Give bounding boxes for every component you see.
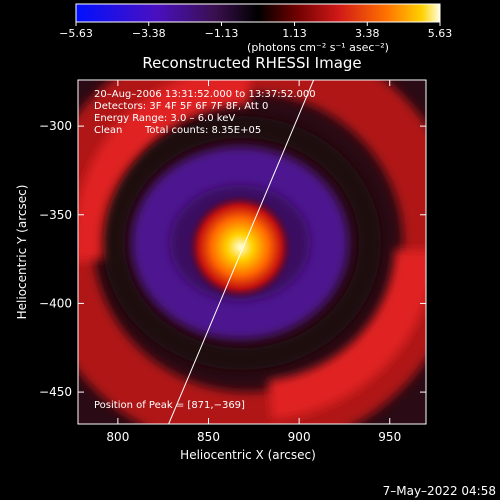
colorbar-tick-label: 1.13 bbox=[282, 27, 307, 40]
annotation-time-range: 20–Aug–2006 13:31:52.000 to 13:37:52.000 bbox=[94, 89, 316, 100]
x-axis-ticks: 800 850 900 950 bbox=[106, 80, 401, 444]
annotation-clean: Clean bbox=[94, 125, 122, 136]
annotation-detectors: Detectors: 3F 4F 5F 6F 7F 8F, Att 0 bbox=[94, 101, 268, 112]
x-tick-label: 950 bbox=[378, 430, 401, 444]
colorbar-tick-label: 5.63 bbox=[428, 27, 453, 40]
y-tick-label: −400 bbox=[39, 296, 72, 310]
colorbar bbox=[75, 3, 441, 23]
colorbar-ticks: −5.63 −3.38 −1.13 1.13 3.38 5.63 bbox=[59, 22, 452, 40]
y-axis-ticks: −300 −350 −400 −450 bbox=[39, 119, 426, 399]
colorbar-tick-label: 3.38 bbox=[355, 27, 380, 40]
y-tick-label: −450 bbox=[39, 385, 72, 399]
limb-line bbox=[168, 79, 315, 425]
y-axis-label: Heliocentric Y (arcsec) bbox=[15, 185, 29, 320]
x-axis-label: Heliocentric X (arcsec) bbox=[180, 448, 316, 462]
x-tick-label: 800 bbox=[106, 430, 129, 444]
colorbar-tick-label: −5.63 bbox=[59, 27, 93, 40]
colorbar-tick-label: −1.13 bbox=[205, 27, 239, 40]
chart-title: Reconstructed RHESSI Image bbox=[142, 54, 361, 72]
y-tick-label: −350 bbox=[39, 208, 72, 222]
colorbar-units: (photons cm⁻² s⁻¹ asec⁻²) bbox=[247, 41, 389, 54]
heatmap-image bbox=[78, 80, 426, 424]
annotation-peak-position: Position of Peak = [871,−369] bbox=[94, 400, 245, 411]
x-tick-label: 850 bbox=[197, 430, 220, 444]
x-tick-label: 900 bbox=[288, 430, 311, 444]
timestamp: 7–May–2022 04:58 bbox=[383, 484, 496, 498]
y-tick-label: −300 bbox=[39, 119, 72, 133]
colorbar-tick-label: −3.38 bbox=[132, 27, 166, 40]
annotation-total-counts: Total counts: 8.35E+05 bbox=[144, 125, 261, 136]
annotation-energy-range: Energy Range: 3.0 – 6.0 keV bbox=[94, 113, 235, 124]
plot-frame bbox=[77, 79, 427, 425]
